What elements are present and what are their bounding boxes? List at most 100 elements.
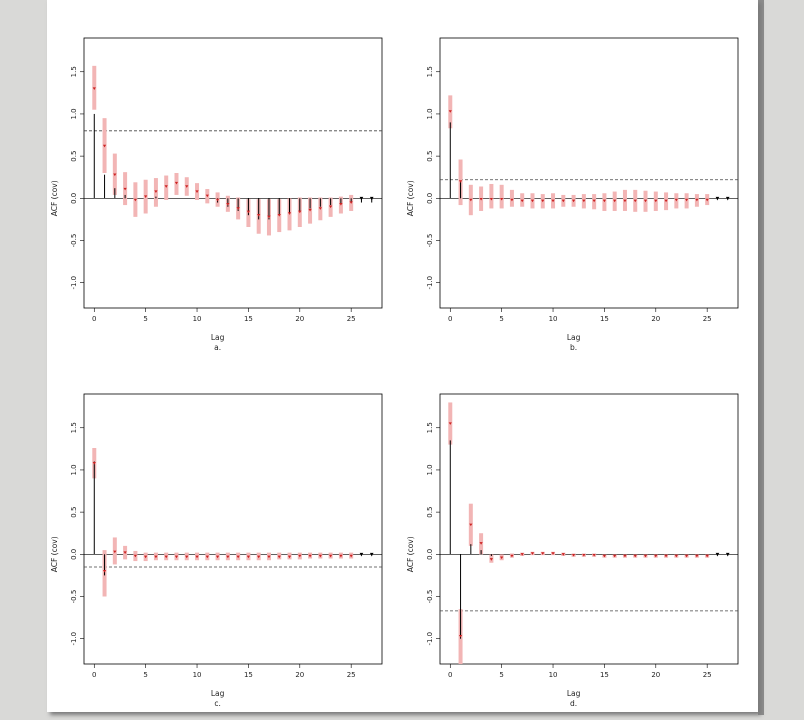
estimate-point [623,554,627,558]
x-tick-label: 10 [549,315,558,323]
estimate-point [510,554,514,558]
estimate-point [123,551,127,555]
estimate-point [592,199,596,203]
estimate-point [318,554,322,558]
estimate-point [123,187,127,191]
y-axis-label: ACF (cov) [406,180,415,216]
estimate-point [551,552,555,555]
x-tick-label: 25 [703,671,712,679]
y-axis-label: ACF (cov) [50,536,59,572]
estimate-point [329,554,333,558]
estimate-point [633,199,637,203]
estimate-point [236,207,240,210]
estimate-point [308,208,312,212]
estimate-point [205,194,209,198]
y-axis-label: ACF (cov) [50,180,59,216]
estimate-point [298,554,302,558]
estimate-point [654,554,658,558]
figure-page: 0 5 10 15 20 25 -1.0 -0.5 0.0 0.5 1.0 1.5 Lag a. ACF (… [47,0,758,712]
y-tick-label: 0.0 [426,549,434,560]
estimate-point [664,199,668,203]
estimate-point [448,422,452,425]
estimate-point [246,555,251,559]
x-tick-label: 10 [193,315,202,323]
x-tick-label: 20 [651,315,660,323]
x-tick-label: 0 [448,315,452,323]
y-tick-label: 0.0 [70,549,78,560]
estimate-point [246,210,251,214]
y-tick-label: 0.5 [426,507,434,518]
estimate-point [113,173,117,177]
interval-bar [489,183,494,209]
estimate-point [154,190,158,193]
x-tick-label: 15 [600,315,609,323]
x-tick-label: 10 [549,671,558,679]
estimate-point [349,554,353,558]
y-tick-label: 1.5 [70,422,78,433]
estimate-point [448,110,452,113]
estimate-point [267,555,271,559]
interval-bar [499,184,504,209]
acf-tail-marker [359,552,364,557]
y-tick-label: 0.0 [426,193,434,204]
estimate-point [298,210,302,214]
y-tick-label: 0.0 [70,193,78,204]
x-tick-label: 20 [651,671,660,679]
estimate-point [164,555,168,559]
estimate-point [500,197,504,201]
estimate-point [530,199,535,203]
y-tick-label: -1.0 [70,276,78,290]
y-tick-label: 1.0 [426,464,434,475]
estimate-point [329,205,333,209]
x-tick-label: 25 [703,315,712,323]
y-tick-label: 1.5 [426,66,434,77]
estimate-point [654,199,658,203]
estimate-point [561,553,565,556]
estimate-point [561,199,565,203]
x-tick-label: 25 [347,315,356,323]
estimate-point [133,198,137,202]
estimate-point [185,555,189,559]
estimate-point [174,555,179,559]
estimate-point [695,198,699,202]
x-tick-label: 5 [143,315,147,323]
x-tick-label: 15 [600,671,609,679]
estimate-point [613,199,617,203]
x-tick-label: 15 [244,315,253,323]
estimate-point [133,554,137,558]
acf-tail-marker [369,196,374,201]
x-axis-label: Lag [211,333,225,342]
estimate-point [339,203,343,206]
estimate-point [479,197,483,201]
page-shadow [758,0,764,715]
x-tick-label: 5 [499,671,503,679]
estimate-point [267,215,271,219]
estimate-point [195,555,199,559]
panel-subtitle: b. [570,343,577,352]
estimate-point [510,198,514,202]
x-tick-label: 5 [143,671,147,679]
acf-tail-marker [715,196,720,201]
estimate-point [469,198,473,202]
estimate-point [541,199,545,203]
estimate-point [500,556,504,560]
estimate-point [113,550,117,554]
x-axis-label: Lag [567,689,581,698]
estimate-point [257,213,261,217]
y-tick-label: 0.5 [70,151,78,162]
estimate-point [92,87,96,91]
x-tick-label: 0 [92,671,96,679]
estimate-point [479,542,483,545]
estimate-point [582,199,586,203]
estimate-point [205,555,209,559]
estimate-point [195,190,199,193]
estimate-point [674,198,678,202]
y-tick-label: -1.0 [426,632,434,646]
estimate-point [705,198,709,202]
estimate-point [215,198,220,202]
estimate-point [102,144,107,148]
estimate-point [226,203,230,206]
estimate-point [643,199,648,203]
